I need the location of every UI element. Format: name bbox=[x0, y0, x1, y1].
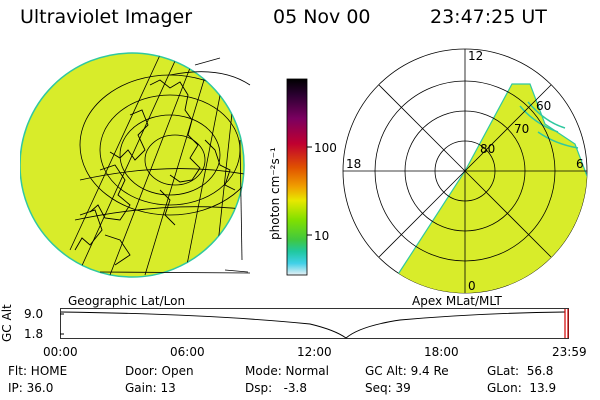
mlt-label-6: 6 bbox=[576, 157, 584, 171]
info-dsp: Dsp: -3.8 bbox=[245, 381, 308, 395]
info-mode: Mode: Normal bbox=[245, 364, 329, 378]
colorbar-tick-100: 100 bbox=[314, 141, 337, 155]
date-label: 05 Nov 00 bbox=[273, 6, 371, 28]
mlat-label-80: 80 bbox=[480, 142, 495, 156]
alt-ytick-1.8: 1.8 bbox=[24, 327, 44, 341]
altitude-curve bbox=[60, 311, 566, 339]
info-glat: GLat: 56.8 bbox=[487, 364, 554, 378]
alt-xtick-0600: 06:00 bbox=[170, 345, 205, 359]
alt-xtick-1800: 18:00 bbox=[424, 345, 459, 359]
mlat-label-70: 70 bbox=[514, 122, 529, 136]
altitude-plot bbox=[60, 308, 569, 339]
alt-plot-ylabel: GC Alt bbox=[0, 304, 14, 342]
mlt-label-18: 18 bbox=[346, 157, 361, 171]
apex-grid bbox=[343, 49, 587, 293]
mlat-label-60: 60 bbox=[536, 99, 551, 113]
geo-grid-outer bbox=[99, 57, 251, 274]
alt-ytick-9: 9.0 bbox=[24, 307, 44, 321]
apex-polar-plot: 12 18 6 0 60 70 80 bbox=[342, 48, 588, 294]
info-seq: Seq: 39 bbox=[365, 381, 411, 395]
mlt-label-12: 12 bbox=[468, 49, 483, 63]
info-ip: IP: 36.0 bbox=[8, 381, 54, 395]
alt-xtick-0000: 00:00 bbox=[43, 345, 78, 359]
geo-coastlines bbox=[74, 79, 236, 266]
colorbar-gradient bbox=[286, 78, 308, 276]
alt-xtick-1200: 12:00 bbox=[297, 345, 332, 359]
geo-panel-label: Geographic Lat/Lon bbox=[68, 294, 186, 308]
info-flt: Flt: HOME bbox=[8, 364, 68, 378]
info-gc-alt: GC Alt: 9.4 Re bbox=[365, 364, 449, 378]
info-door: Door: Open bbox=[125, 364, 194, 378]
geo-emission-disk bbox=[20, 52, 245, 278]
geographic-map bbox=[20, 52, 251, 278]
instrument-title: Ultraviolet Imager bbox=[20, 6, 193, 28]
mlt-label-0: 0 bbox=[468, 279, 476, 293]
colorbar-unit-label: photon cm⁻²s⁻¹ bbox=[268, 147, 282, 240]
alt-xtick-2359: 23:59 bbox=[552, 345, 587, 359]
time-label: 23:47:25 UT bbox=[430, 6, 547, 28]
info-glon: GLon: 13.9 bbox=[487, 381, 557, 395]
colorbar bbox=[286, 78, 312, 276]
info-gain: Gain: 13 bbox=[125, 381, 176, 395]
colorbar-tick-10: 10 bbox=[314, 229, 330, 243]
apex-panel-label: Apex MLat/MLT bbox=[412, 294, 502, 308]
